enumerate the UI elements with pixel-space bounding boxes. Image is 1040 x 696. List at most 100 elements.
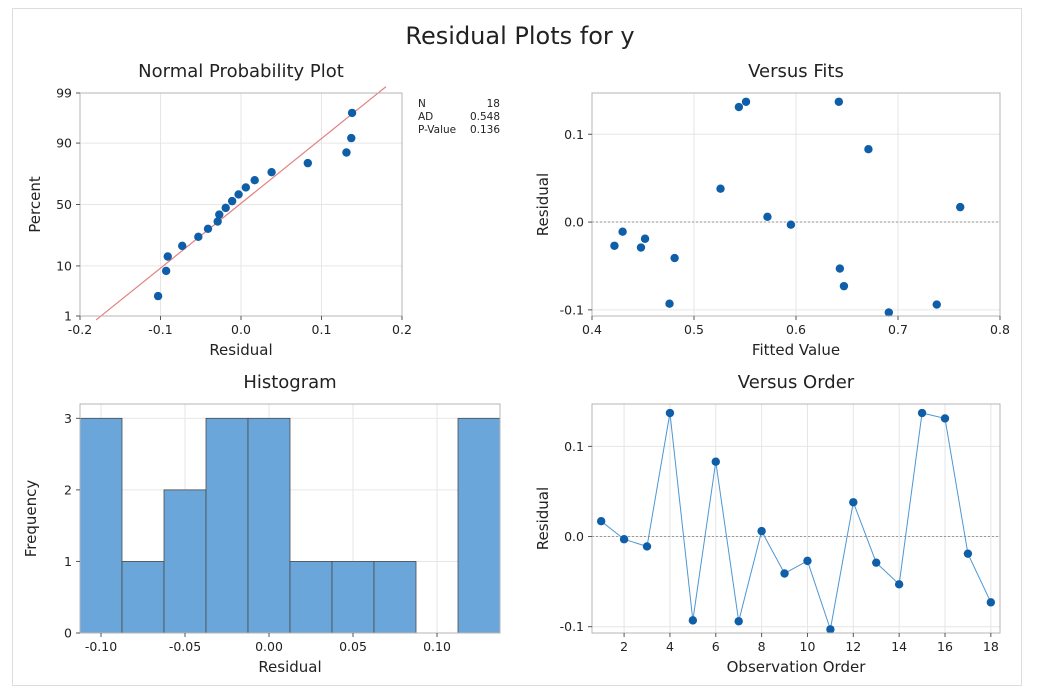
histogram-bar xyxy=(331,561,375,634)
data-point xyxy=(835,264,845,273)
data-point xyxy=(215,210,224,219)
x-tick-label: 0.10 xyxy=(423,639,451,654)
stat-label: P-Value xyxy=(418,124,456,136)
data-point xyxy=(610,241,619,250)
y-tick-label: 10 xyxy=(56,258,72,273)
data-point xyxy=(250,175,259,185)
panel-normal-probability-plot: Normal Probability Plot -0.2 -0.1 0.0 0.1 0.2… xyxy=(26,61,500,359)
data-point xyxy=(734,102,744,112)
y-tick-label: 90 xyxy=(56,136,72,151)
y-tick-label: -0.1 xyxy=(560,302,584,317)
y-axis-label: Residual xyxy=(534,173,552,236)
x-tick-label: 0.2 xyxy=(392,322,412,337)
stat-value: 18 xyxy=(487,98,500,110)
stat-value: 0.548 xyxy=(470,111,500,123)
data-point xyxy=(221,203,230,213)
y-tick-label: 1 xyxy=(64,554,72,569)
plot-frame xyxy=(591,403,1001,634)
data-point xyxy=(618,227,627,236)
data-point xyxy=(716,184,725,193)
histogram-bar xyxy=(289,561,333,634)
panel-title: Versus Fits xyxy=(748,61,844,82)
y-tick-label: 99 xyxy=(56,86,72,101)
histogram-bar xyxy=(121,561,165,634)
fitted-distribution-line xyxy=(95,86,387,321)
data-point xyxy=(940,414,950,423)
data-point xyxy=(636,243,646,252)
panel-title: Histogram xyxy=(243,372,336,393)
data-point xyxy=(347,108,357,118)
data-point xyxy=(884,308,894,317)
data-point xyxy=(347,133,356,143)
data-point xyxy=(786,220,796,229)
data-point xyxy=(963,549,973,558)
data-point xyxy=(839,281,849,291)
data-point xyxy=(826,625,835,634)
y-tick-label: 0.1 xyxy=(564,127,584,142)
data-point xyxy=(203,224,213,234)
data-point xyxy=(757,526,766,536)
data-point xyxy=(161,266,171,276)
data-point xyxy=(642,542,652,551)
stat-label: N xyxy=(418,98,426,110)
y-axis-label: Residual xyxy=(534,487,552,550)
y-axis-label: Percent xyxy=(26,176,44,233)
x-tick-label: 12 xyxy=(845,639,861,654)
panel-title: Versus Order xyxy=(738,372,855,393)
residual-series-line xyxy=(600,412,992,630)
data-point xyxy=(741,97,751,106)
data-point xyxy=(763,212,772,221)
y-tick-label: -0.1 xyxy=(560,619,584,634)
x-tick-label: 14 xyxy=(891,639,907,654)
y-axis-label: Frequency xyxy=(22,480,40,558)
data-point xyxy=(803,556,812,566)
x-tick-label: -0.10 xyxy=(85,639,117,654)
data-point xyxy=(267,167,276,177)
x-tick-label: 0.8 xyxy=(990,322,1010,337)
data-point xyxy=(688,616,698,625)
data-point xyxy=(864,144,873,154)
y-tick-label: 0.0 xyxy=(564,215,584,230)
x-tick-label: 0.6 xyxy=(786,322,806,337)
data-point xyxy=(834,97,844,106)
y-tick-label: 0.0 xyxy=(564,529,584,544)
stat-label: AD xyxy=(418,111,433,123)
x-axis-label: Observation Order xyxy=(727,658,867,676)
data-point xyxy=(303,158,313,168)
data-point xyxy=(665,408,675,418)
data-point xyxy=(241,183,251,192)
panel-histogram: Histogram -0.10 -0.05 0.00 0.05 0.10 0 1 2 3 Resid… xyxy=(22,372,501,676)
data-point xyxy=(711,457,720,466)
x-tick-label: -0.1 xyxy=(148,322,172,337)
data-point xyxy=(917,408,927,418)
panel-title: Normal Probability Plot xyxy=(138,61,344,82)
histogram-bar xyxy=(163,489,207,634)
histogram-bar xyxy=(205,417,249,634)
x-tick-label: -0.05 xyxy=(169,639,201,654)
x-tick-label: 0.0 xyxy=(231,322,251,337)
data-point xyxy=(932,300,941,309)
x-tick-label: -0.2 xyxy=(68,322,92,337)
data-point xyxy=(670,253,679,263)
data-point xyxy=(342,148,351,157)
panel-versus-order: Versus Order 2 4 6 8 10 12 14 16 18 -0.1 0.0 0.1 Obse… xyxy=(534,372,1001,676)
x-tick-label: 0.1 xyxy=(312,322,332,337)
data-point xyxy=(596,517,606,526)
y-tick-label: 1 xyxy=(64,309,72,324)
y-tick-label: 2 xyxy=(64,482,72,497)
x-tick-label: 0.5 xyxy=(684,322,704,337)
data-point xyxy=(153,291,163,301)
data-point xyxy=(894,580,904,589)
x-tick-label: 0.4 xyxy=(582,322,602,337)
histogram-bar xyxy=(247,417,291,634)
x-tick-label: 4 xyxy=(666,639,674,654)
x-axis-label: Residual xyxy=(209,341,272,359)
y-tick-label: 0.1 xyxy=(564,439,584,454)
y-tick-label: 3 xyxy=(64,411,72,426)
figure-border xyxy=(12,8,1022,686)
stat-value: 0.136 xyxy=(470,124,500,136)
histogram-bar xyxy=(373,561,417,634)
histogram-bar xyxy=(457,417,501,634)
